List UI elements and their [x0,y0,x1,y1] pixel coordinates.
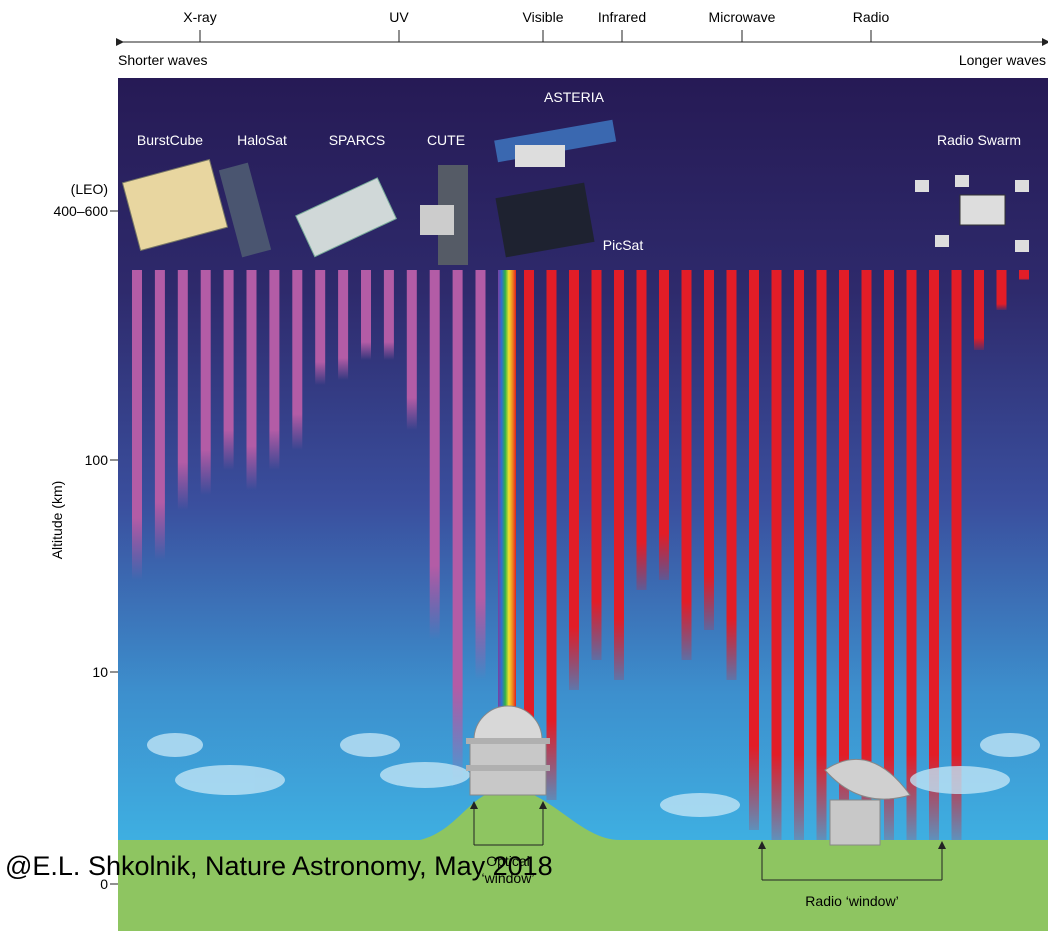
absorption-bar [862,270,872,840]
absorption-bar [155,270,165,560]
absorption-bar [269,270,279,470]
tick-label: 400–600 [53,203,108,219]
absorption-bar [952,270,962,840]
sat-label: PicSat [603,237,644,253]
band-label: Radio [853,9,890,25]
absorption-bar [1019,270,1029,280]
sat-label: SPARCS [329,132,386,148]
sat-label: BurstCube [137,132,203,148]
absorption-bar [178,270,188,510]
sat-label: HaloSat [237,132,287,148]
absorption-bar [704,270,714,630]
absorption-bar [817,270,827,840]
absorption-bar [997,270,1007,310]
diagram: X-ray UV Visible Infrared Microwave Radio Sho… [0,0,1048,931]
band-labels: X-ray UV Visible Infrared Microwave Radio [183,9,889,42]
absorption-bar [659,270,669,580]
absorption-bar [132,270,142,580]
shorter-label: Shorter waves [118,52,207,68]
band-label: UV [389,9,409,25]
absorption-bar [794,270,804,840]
absorption-bar [569,270,579,690]
sat-label: ASTERIA [544,89,605,105]
tick-label: 100 [85,452,109,468]
absorption-bar [201,270,211,495]
band-label: Visible [523,9,564,25]
absorption-bar [614,270,624,680]
absorption-bar [929,270,939,840]
absorption-bar [247,270,257,490]
visible-band [498,270,516,710]
absorption-bar [682,270,692,660]
sat-label: Radio Swarm [937,132,1021,148]
absorption-bar [974,270,984,350]
absorption-bar [727,270,737,680]
absorption-bar [907,270,917,840]
absorption-bar [476,270,486,680]
absorption-bar [361,270,371,360]
credit: @E.L. Shkolnik, Nature Astronomy, May 20… [5,851,553,881]
absorption-bar [338,270,348,380]
absorption-bar [453,270,463,790]
absorption-bar [384,270,394,360]
absorption-bar [884,270,894,840]
absorption-bar [592,270,602,660]
band-label: Microwave [709,9,776,25]
absorption-bar [430,270,440,640]
band-label: X-ray [183,9,216,25]
longer-label: Longer waves [959,52,1046,68]
absorption-bar [839,270,849,840]
absorption-bar [224,270,234,470]
tick-label: 10 [92,664,108,680]
absorption-bar [547,270,557,800]
absorption-bar [772,270,782,840]
band-label: Infrared [598,9,646,25]
absorption-bar [637,270,647,590]
leo-label: (LEO) [71,181,108,197]
window-label: Radio ‘window’ [805,893,898,909]
sat-label: CUTE [427,132,465,148]
axis-title: Altitude (km) [49,481,65,560]
absorption-bar [407,270,417,430]
absorption-bar [292,270,302,450]
absorption-bar [749,270,759,830]
absorption-bar [315,270,325,385]
